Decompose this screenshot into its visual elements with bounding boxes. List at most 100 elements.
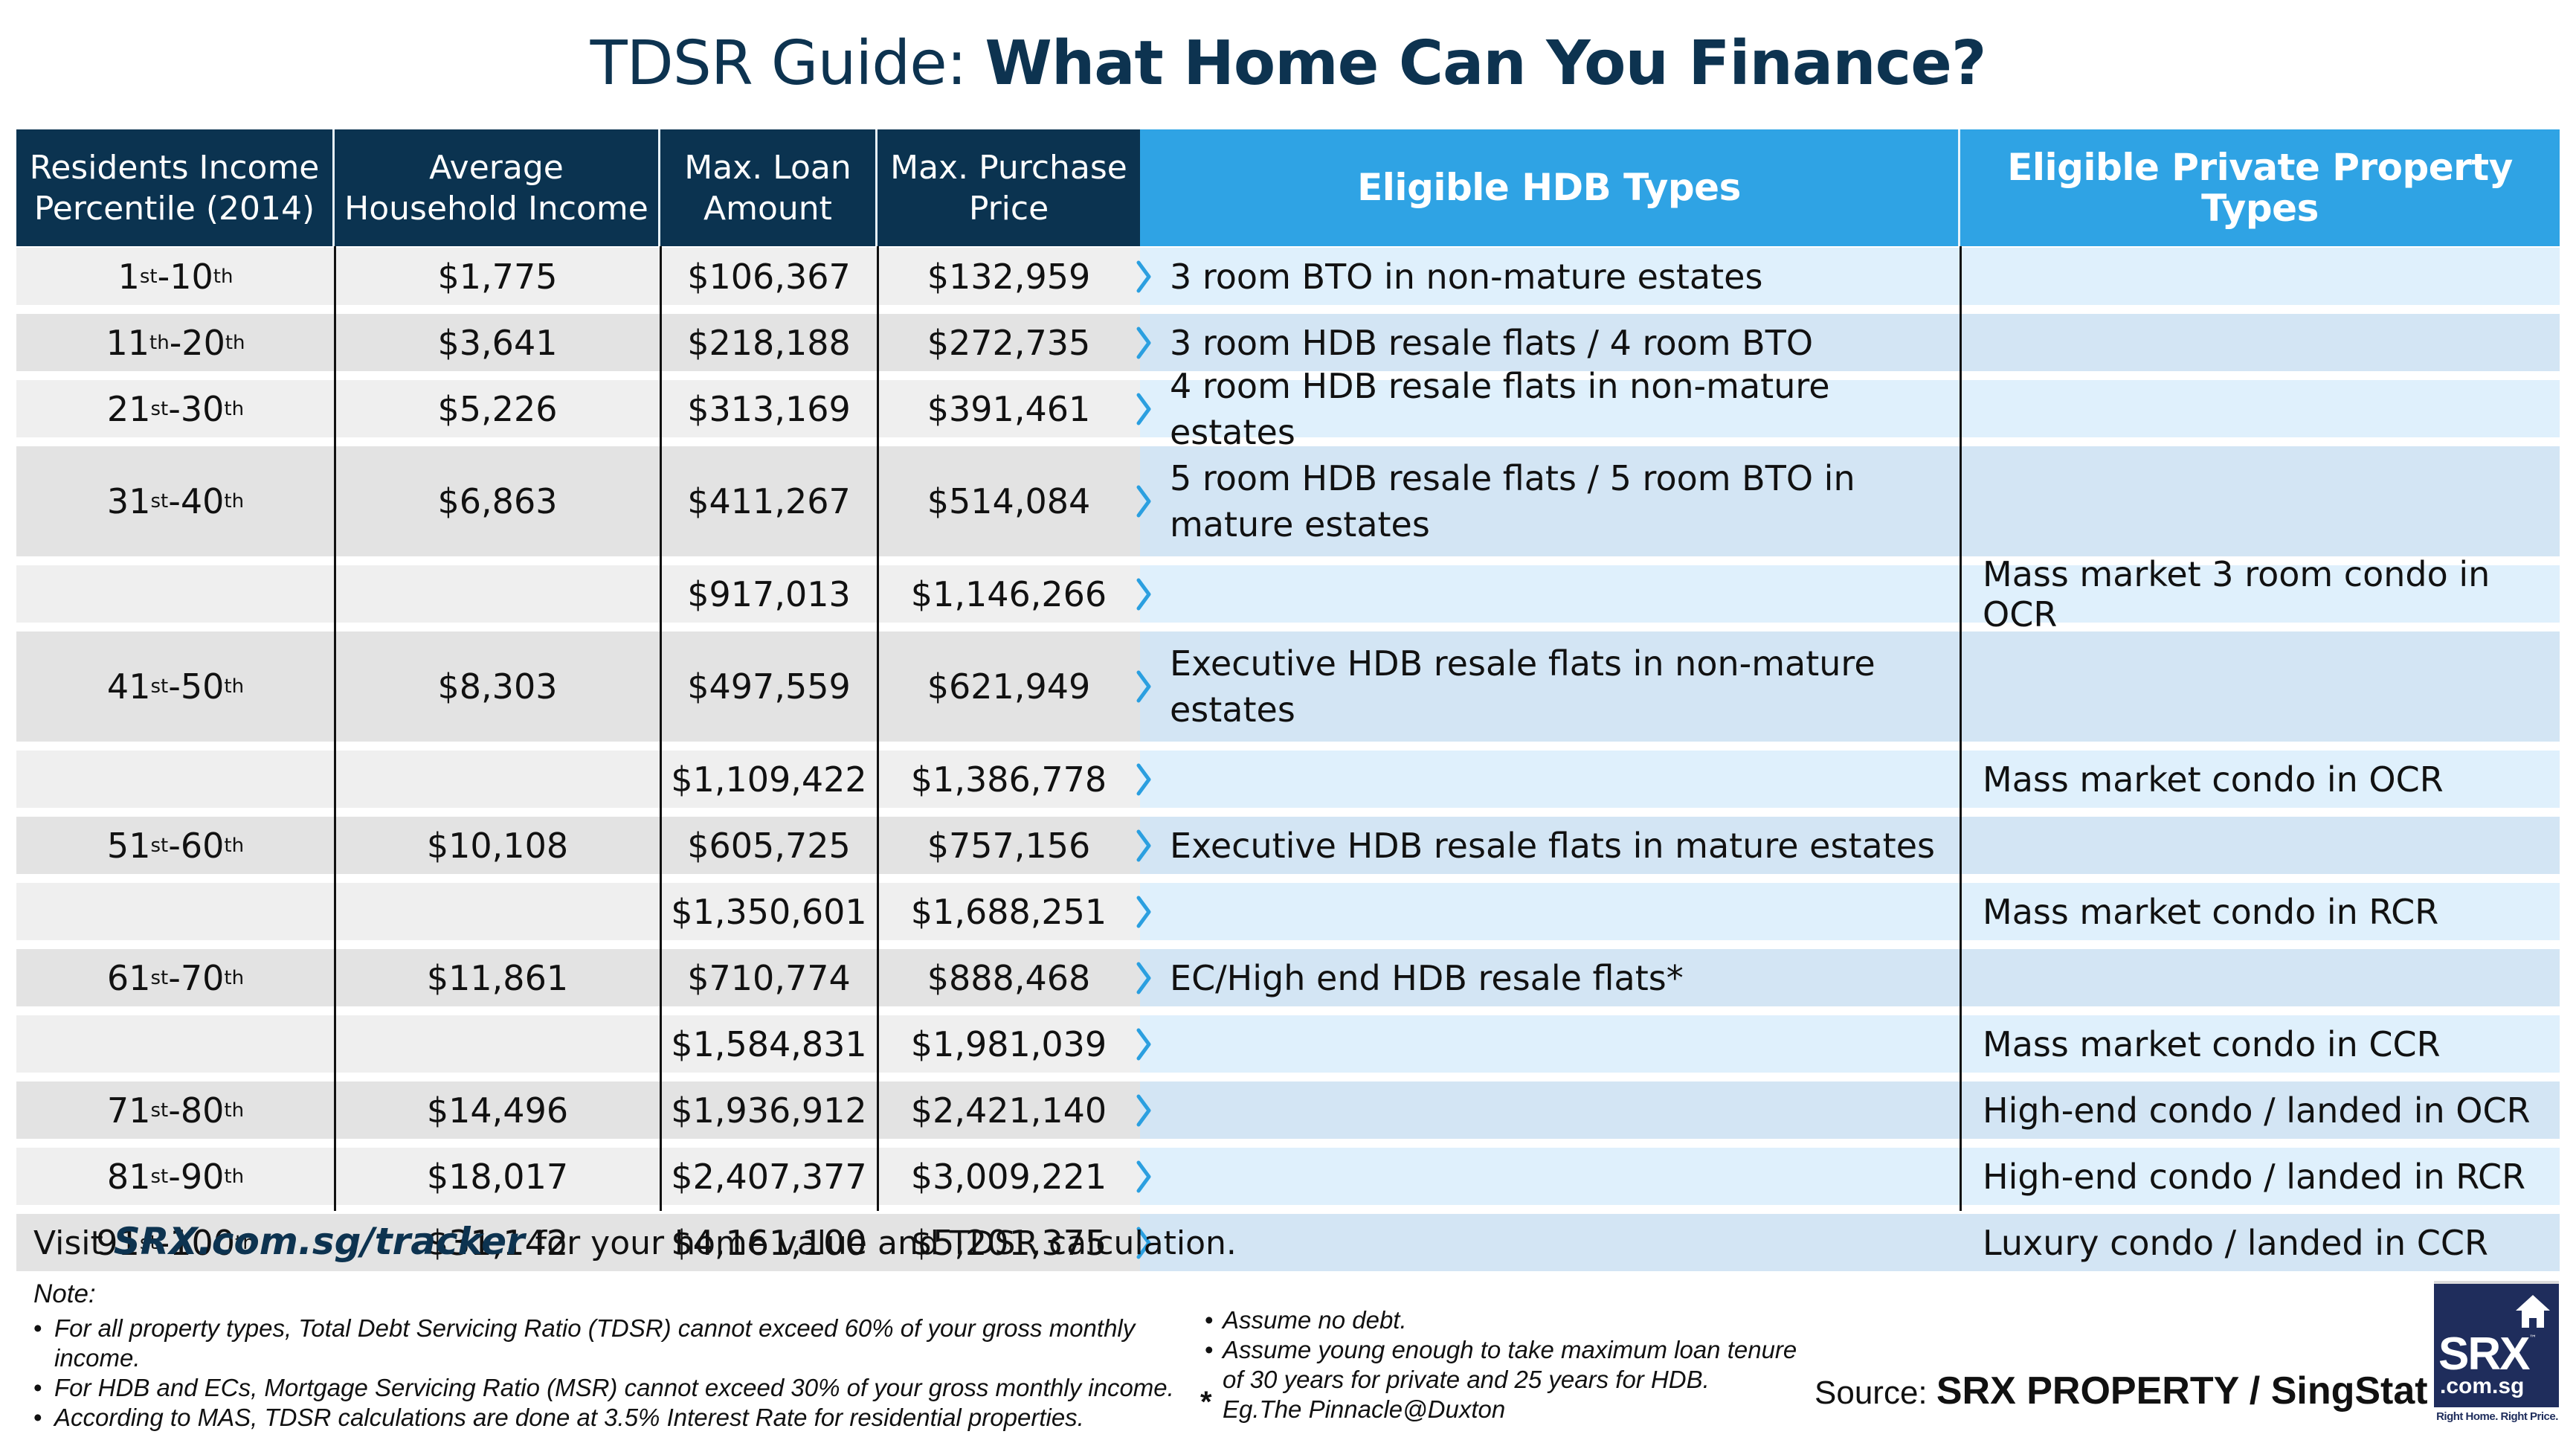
- max-price-cell: $132,959: [878, 248, 1140, 305]
- asterisk-mark: *: [1200, 1386, 1212, 1418]
- chevron-right-icon: [1136, 829, 1151, 861]
- header-hdb-types: Eligible HDB Types: [1140, 129, 1960, 246]
- table-row: $1,584,831 $1,981,039 Mass market condo …: [16, 1015, 2560, 1073]
- hdb-type-text: Executive HDB resale flats in non-mature…: [1170, 643, 1875, 730]
- header-percentile: Residents Income Percentile (2014): [16, 129, 335, 246]
- chevron-right-icon: [1136, 578, 1151, 610]
- percentile-to: 80: [180, 1090, 225, 1131]
- max-loan-cell: $497,559: [660, 631, 878, 742]
- hdb-type-cell: [1136, 1015, 1960, 1073]
- max-loan-cell: $2,407,377: [660, 1148, 878, 1205]
- hdb-type-cell: 4 room HDB resale flats in non-mature es…: [1136, 366, 1960, 452]
- header-percentile-line2: Percentile (2014): [33, 189, 315, 228]
- chevron-right-icon: [1136, 670, 1151, 703]
- percentile-cell: [16, 751, 335, 808]
- percentile-to: 10: [170, 256, 213, 297]
- percentile-to: 90: [180, 1156, 225, 1197]
- private-type-cell: High-end condo / landed in RCR: [1960, 1148, 2560, 1205]
- hdb-type-cell: EC/High end HDB resale flats*: [1136, 949, 1960, 1006]
- tdsr-table: Residents Income Percentile (2014) Averag…: [16, 129, 2560, 1271]
- percentile-from: 81: [106, 1156, 151, 1197]
- logo-brand: SRX: [2438, 1328, 2530, 1380]
- hdb-type-cell: [1136, 883, 1960, 940]
- column-divider: [334, 246, 336, 1211]
- hdb-type-cell: 5 room HDB resale flats / 5 room BTO in …: [1136, 446, 1960, 556]
- percentile-from: 61: [106, 957, 151, 998]
- percentile-dash: -: [157, 1222, 170, 1263]
- hdb-type-text: 3 room BTO in non-mature estates: [1170, 256, 1763, 297]
- source-label: Source:: [1815, 1375, 1936, 1411]
- percentile-from: 91: [96, 1222, 140, 1263]
- chevron-right-icon: [1136, 260, 1151, 292]
- srx-logo: SRX ™ .com.sg: [2434, 1281, 2559, 1407]
- avg-income-cell: $6,863: [335, 446, 660, 556]
- private-type-cell: Mass market 3 room condo in OCR: [1960, 554, 2560, 634]
- percentile-dash: -: [168, 825, 181, 866]
- tracker-link[interactable]: SRX.com.sg/tracker: [113, 1220, 525, 1263]
- header-max-loan: Max. Loan Amount: [660, 129, 878, 246]
- percentile-to: 100: [170, 1222, 236, 1263]
- table-row: $917,013 $1,146,266 Mass market 3 room c…: [16, 554, 2560, 634]
- header-avg-income: Average Household Income: [335, 129, 660, 246]
- percentile-dash: -: [169, 322, 182, 363]
- percentile-cell: [16, 1015, 335, 1073]
- asterisk-note: * Eg.The Pinnacle@Duxton: [1200, 1387, 1815, 1424]
- max-loan-cell: $313,169: [660, 380, 878, 437]
- max-loan-cell: $218,188: [660, 314, 878, 371]
- note-item: Assume no debt.: [1205, 1305, 1815, 1335]
- avg-income-cell: $3,641: [335, 314, 660, 371]
- table-header: Residents Income Percentile (2014) Averag…: [16, 129, 2560, 246]
- max-loan-cell: $1,936,912: [660, 1082, 878, 1139]
- logo-trademark: ™: [2529, 1334, 2537, 1343]
- max-price-cell: $5,201,375: [878, 1214, 1140, 1271]
- max-loan-cell: $1,350,601: [660, 883, 878, 940]
- max-price-cell: $621,949: [878, 631, 1140, 742]
- hdb-type-text: 5 room HDB resale flats / 5 room BTO in …: [1170, 458, 1855, 544]
- max-loan-cell: $106,367: [660, 248, 878, 305]
- hdb-type-cell: Executive HDB resale flats in non-mature…: [1136, 631, 1960, 742]
- private-type-cell: [1960, 446, 2560, 556]
- private-type-cell: Luxury condo / landed in CCR: [1960, 1214, 2560, 1271]
- percentile-dash: -: [157, 256, 170, 297]
- chevron-right-icon: [1136, 1227, 1151, 1259]
- max-price-cell: $888,468: [878, 949, 1140, 1006]
- percentile-from: 11: [106, 322, 149, 363]
- column-divider: [660, 246, 662, 1211]
- asterisk-note-text: Eg.The Pinnacle@Duxton: [1223, 1395, 1506, 1423]
- chevron-right-icon: [1136, 962, 1151, 994]
- max-loan-cell: $917,013: [660, 565, 878, 623]
- max-price-cell: $272,735: [878, 314, 1140, 371]
- max-loan-cell: $4,161,100: [660, 1214, 878, 1271]
- title-main: What Home Can You Finance?: [985, 28, 1986, 99]
- visit-prefix: Visit: [33, 1224, 114, 1262]
- private-type-cell: Mass market condo in RCR: [1960, 883, 2560, 940]
- hdb-type-cell: [1136, 565, 1960, 623]
- avg-income-cell: $8,303: [335, 631, 660, 742]
- percentile-dash: -: [168, 481, 181, 521]
- percentile-dash: -: [168, 1156, 181, 1197]
- private-type-cell: Mass market condo in CCR: [1960, 1015, 2560, 1073]
- max-loan-cell: $1,584,831: [660, 1015, 878, 1073]
- percentile-to: 60: [180, 825, 225, 866]
- max-price-cell: $1,146,266: [878, 565, 1140, 623]
- private-type-cell: High-end condo / landed in OCR: [1960, 1082, 2560, 1139]
- table-row: $1,109,422 $1,386,778 Mass market condo …: [16, 751, 2560, 808]
- avg-income-cell: [335, 883, 660, 940]
- percentile-to: 50: [180, 666, 225, 707]
- percentile-from: 51: [106, 825, 151, 866]
- private-type-cell: [1960, 631, 2560, 742]
- hdb-type-cell: [1136, 1082, 1960, 1139]
- percentile-dash: -: [168, 1090, 181, 1131]
- column-divider: [877, 246, 879, 1211]
- percentile-to: 40: [180, 481, 225, 521]
